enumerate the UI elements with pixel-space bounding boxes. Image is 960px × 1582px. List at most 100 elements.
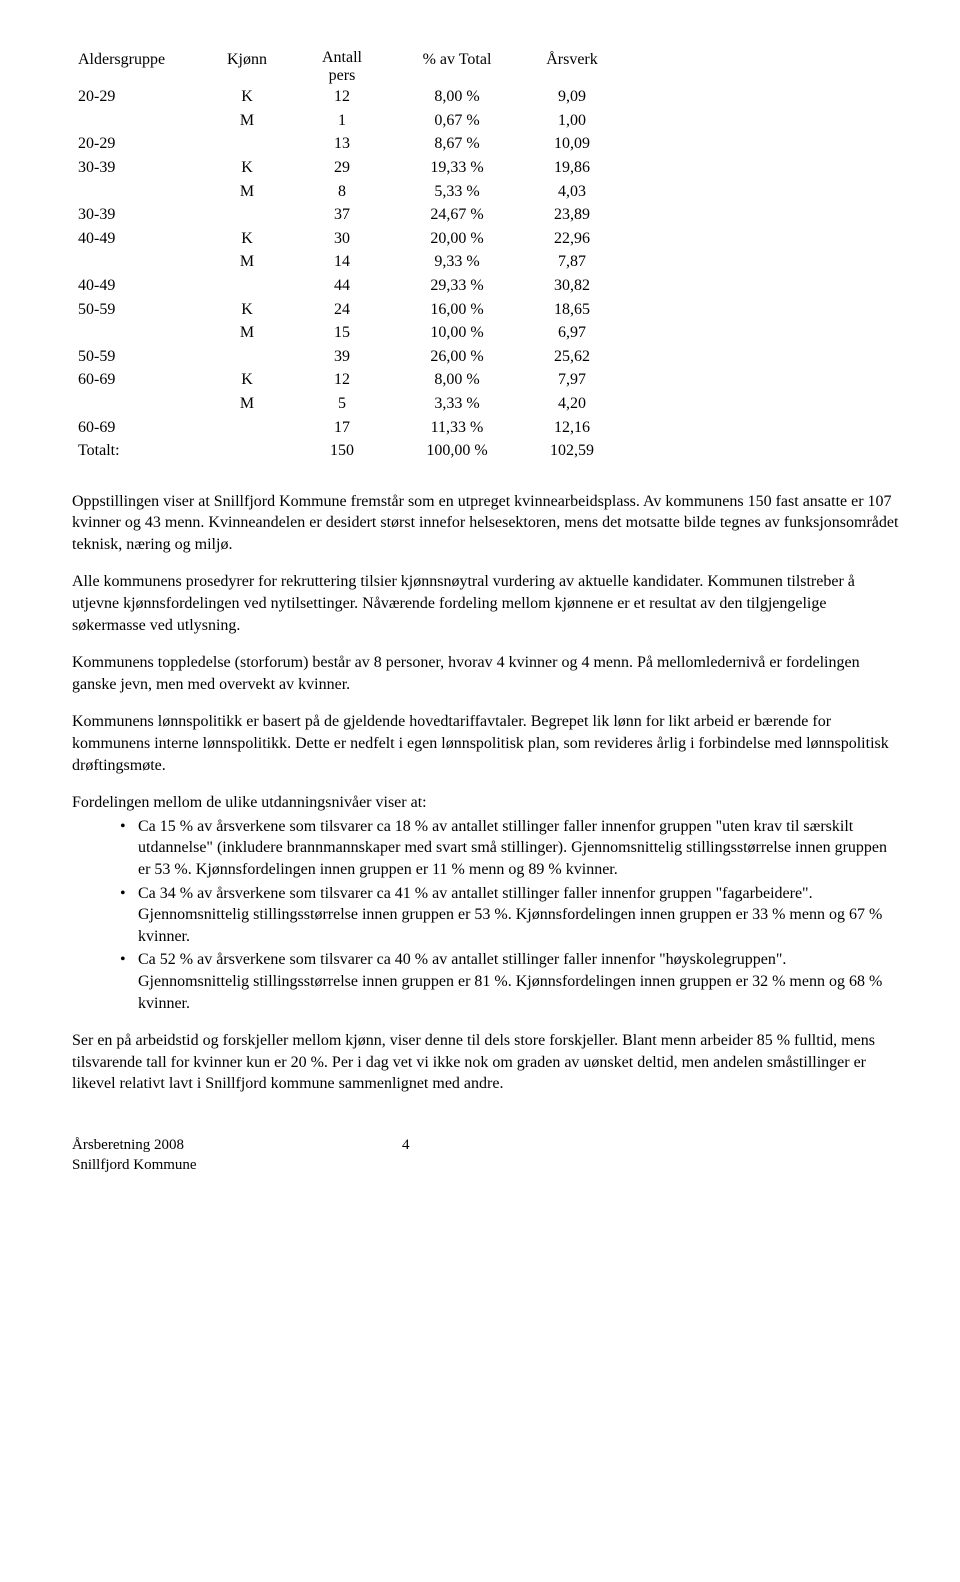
header-pers: Antall pers	[292, 48, 392, 85]
table-cell	[72, 250, 202, 274]
table-row: 60-69K128,00 %7,97	[72, 368, 622, 392]
footer-line2: Snillfjord Kommune	[72, 1157, 197, 1173]
table-cell	[72, 180, 202, 204]
table-cell: 12	[292, 368, 392, 392]
page-footer: Årsberetning 2008 Snillfjord Kommune 4	[72, 1135, 900, 1176]
table-row: M1510,00 %6,97	[72, 321, 622, 345]
table-cell: 19,86	[522, 156, 622, 180]
table-cell: 44	[292, 274, 392, 298]
table-cell: 29	[292, 156, 392, 180]
table-header-row: Aldersgruppe Kjønn Antall pers % av Tota…	[72, 48, 622, 85]
table-cell: 22,96	[522, 227, 622, 251]
table-body: 20-29K128,00 %9,09M10,67 %1,0020-29138,6…	[72, 85, 622, 463]
bullet-item: Ca 52 % av årsverkene som tilsvarer ca 4…	[120, 949, 900, 1014]
table-row: 20-29K128,00 %9,09	[72, 85, 622, 109]
bullet-item: Ca 34 % av årsverkene som tilsvarer ca 4…	[120, 883, 900, 948]
table-row: M149,33 %7,87	[72, 250, 622, 274]
table-cell: 0,67 %	[392, 109, 522, 133]
table-cell: 8,00 %	[392, 368, 522, 392]
table-cell: 39	[292, 345, 392, 369]
paragraph-2: Alle kommunens prosedyrer for rekrutteri…	[72, 571, 900, 636]
table-cell: 4,20	[522, 392, 622, 416]
table-cell: 12,16	[522, 416, 622, 440]
bullet-list: Ca 15 % av årsverkene som tilsvarer ca 1…	[72, 816, 900, 1014]
table-row: M85,33 %4,03	[72, 180, 622, 204]
table-cell: 16,00 %	[392, 298, 522, 322]
table-cell: 37	[292, 203, 392, 227]
footer-line1: Årsberetning 2008	[72, 1137, 184, 1153]
table-cell: 20-29	[72, 85, 202, 109]
table-cell: 29,33 %	[392, 274, 522, 298]
header-pers-line1: Antall	[322, 49, 362, 66]
bullet-item: Ca 15 % av årsverkene som tilsvarer ca 1…	[120, 816, 900, 881]
table-cell: 20-29	[72, 132, 202, 156]
table-cell	[202, 345, 292, 369]
table-row: M10,67 %1,00	[72, 109, 622, 133]
table-cell: 25,62	[522, 345, 622, 369]
table-cell: 30,82	[522, 274, 622, 298]
table-cell: K	[202, 227, 292, 251]
header-age: Aldersgruppe	[72, 48, 202, 85]
table-cell: 60-69	[72, 416, 202, 440]
table-cell: 4,03	[522, 180, 622, 204]
table-cell: 7,97	[522, 368, 622, 392]
table-cell: 10,09	[522, 132, 622, 156]
paragraph-1: Oppstillingen viser at Snillfjord Kommun…	[72, 491, 900, 556]
table-cell: 9,09	[522, 85, 622, 109]
header-gender: Kjønn	[202, 48, 292, 85]
table-cell	[202, 132, 292, 156]
table-cell: 9,33 %	[392, 250, 522, 274]
table-cell: 6,97	[522, 321, 622, 345]
table-cell: 1,00	[522, 109, 622, 133]
table-cell: 30-39	[72, 156, 202, 180]
table-cell: 102,59	[522, 439, 622, 463]
table-cell: 15	[292, 321, 392, 345]
table-cell: K	[202, 85, 292, 109]
table-cell: 100,00 %	[392, 439, 522, 463]
header-ars: Årsverk	[522, 48, 622, 85]
table-cell: 8,67 %	[392, 132, 522, 156]
table-cell: 40-49	[72, 274, 202, 298]
age-distribution-table: Aldersgruppe Kjønn Antall pers % av Tota…	[72, 48, 622, 463]
table-row: 20-29138,67 %10,09	[72, 132, 622, 156]
table-cell	[72, 109, 202, 133]
table-cell: 24,67 %	[392, 203, 522, 227]
table-cell: M	[202, 392, 292, 416]
table-cell: K	[202, 156, 292, 180]
table-cell: 7,87	[522, 250, 622, 274]
table-cell: 17	[292, 416, 392, 440]
table-cell: 1	[292, 109, 392, 133]
table-cell: 24	[292, 298, 392, 322]
table-cell: 11,33 %	[392, 416, 522, 440]
footer-left: Årsberetning 2008 Snillfjord Kommune	[72, 1135, 402, 1176]
table-row: 30-393724,67 %23,89	[72, 203, 622, 227]
table-row: 50-59 3926,00 %25,62	[72, 345, 622, 369]
table-cell: 5	[292, 392, 392, 416]
table-cell	[72, 392, 202, 416]
table-row: 40-49 4429,33 %30,82	[72, 274, 622, 298]
header-pers-line2: pers	[329, 67, 356, 84]
table-cell	[202, 274, 292, 298]
table-cell	[72, 321, 202, 345]
table-cell: M	[202, 180, 292, 204]
table-row: M53,33 %4,20	[72, 392, 622, 416]
table-cell: 12	[292, 85, 392, 109]
table-row: 30-39K2919,33 %19,86	[72, 156, 622, 180]
table-cell: 18,65	[522, 298, 622, 322]
table-cell: 50-59	[72, 345, 202, 369]
table-cell: Totalt:	[72, 439, 202, 463]
table-cell: 5,33 %	[392, 180, 522, 204]
paragraph-4: Kommunens lønnspolitikk er basert på de …	[72, 711, 900, 776]
table-row: 40-49K3020,00 %22,96	[72, 227, 622, 251]
table-row: 50-59K2416,00 %18,65	[72, 298, 622, 322]
table-cell: 26,00 %	[392, 345, 522, 369]
table-cell: K	[202, 298, 292, 322]
table-cell	[202, 416, 292, 440]
table-cell: 40-49	[72, 227, 202, 251]
table-cell: K	[202, 368, 292, 392]
table-cell: 30	[292, 227, 392, 251]
table-row: 60-69 1711,33 %12,16	[72, 416, 622, 440]
table-cell: 20,00 %	[392, 227, 522, 251]
table-cell: 60-69	[72, 368, 202, 392]
footer-page-number: 4	[402, 1135, 410, 1176]
